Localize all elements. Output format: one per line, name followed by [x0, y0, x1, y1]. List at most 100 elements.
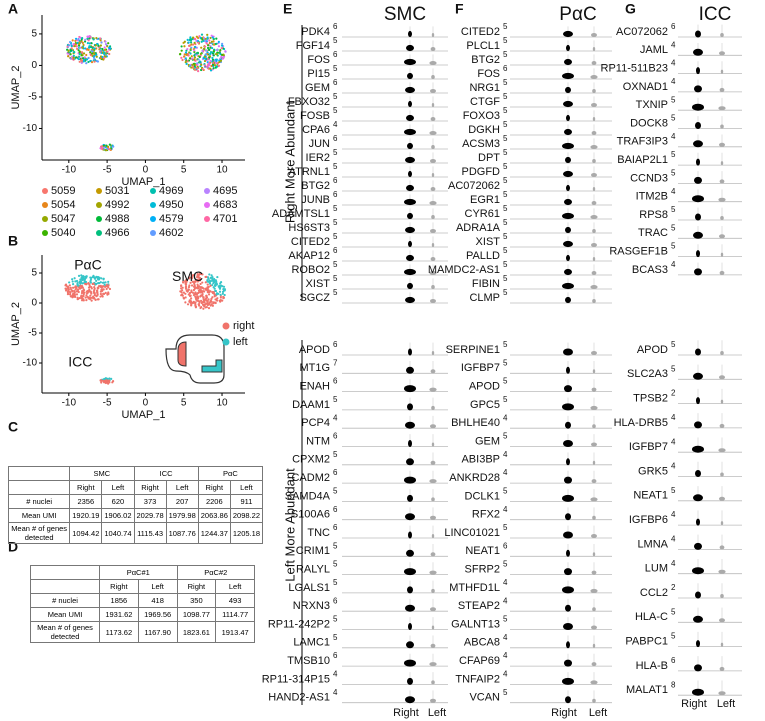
- scale-max-label: 5: [671, 95, 676, 104]
- gene-label: ROBO2: [291, 264, 330, 276]
- cell-point: [99, 44, 103, 47]
- gene-label: GEM: [305, 82, 330, 94]
- cell-point: [188, 291, 192, 295]
- cell-point: [201, 292, 204, 296]
- cell-point: [213, 295, 216, 298]
- violin-right: [563, 240, 573, 248]
- cell-point: [209, 52, 212, 55]
- cell-point: [77, 284, 80, 287]
- cell-point: [73, 45, 76, 48]
- violin-left: [719, 87, 725, 92]
- panel-label: F: [455, 1, 464, 17]
- x-group-label: Left: [589, 707, 607, 719]
- cell-point: [74, 37, 78, 40]
- scale-max-label: 4: [503, 468, 508, 477]
- table-cell: 2029.78: [133, 508, 167, 523]
- cell-point: [79, 36, 82, 39]
- cell-point: [101, 145, 104, 148]
- cell-point: [76, 288, 80, 291]
- cell-point: [194, 306, 198, 309]
- gene-label: RALYL: [296, 564, 330, 576]
- gene-label: MTHFD1L: [449, 582, 500, 594]
- panel-title: SMC: [384, 4, 426, 25]
- cell-point: [76, 297, 80, 301]
- scale-max-label: 5: [333, 162, 338, 171]
- cell-point: [71, 280, 74, 283]
- table-cell: SMC: [69, 466, 135, 481]
- cell-point: [191, 43, 195, 46]
- y-tick-label: 0: [31, 60, 37, 71]
- gene-label: PDGFD: [462, 166, 501, 178]
- cell-point: [81, 41, 84, 44]
- scale-max-label: 5: [503, 106, 508, 115]
- cell-point: [209, 299, 212, 302]
- cell-point: [95, 55, 98, 58]
- gene-label: FIBIN: [472, 278, 500, 290]
- violin-left: [431, 75, 435, 79]
- cell-point: [186, 38, 189, 41]
- violin-right: [566, 366, 570, 374]
- gene-label: ITM2B: [636, 191, 668, 203]
- violin-right: [405, 296, 415, 304]
- panel-title: ICC: [699, 4, 732, 25]
- cell-point: [204, 306, 207, 309]
- cell-point: [200, 306, 203, 309]
- gene-label: AC072062: [616, 26, 668, 38]
- scale-max-label: 4: [503, 505, 508, 514]
- cell-point: [68, 281, 71, 284]
- cell-point: [193, 284, 196, 287]
- cell-point: [221, 292, 224, 295]
- scale-max-label: 5: [503, 688, 508, 697]
- cell-point: [91, 52, 94, 55]
- cell-point: [204, 287, 207, 290]
- violin-right: [404, 128, 416, 136]
- cell-point: [207, 289, 210, 292]
- violin-right: [693, 615, 703, 623]
- cell-point: [199, 288, 202, 291]
- violin-right: [562, 72, 574, 80]
- scale-max-label: 5: [503, 92, 508, 101]
- x-tick-label: 10: [216, 398, 228, 409]
- cell-point: [85, 292, 89, 295]
- cell-point: [82, 291, 85, 294]
- panel-label: C: [8, 419, 18, 435]
- violin-left: [720, 216, 724, 220]
- violin-right: [694, 664, 702, 672]
- scale-max-label: 4: [333, 670, 338, 679]
- scale-max-label: 5: [503, 358, 508, 367]
- cell-point: [99, 147, 102, 150]
- scale-max-label: 5: [503, 120, 508, 129]
- table-cell: Left: [137, 579, 178, 594]
- cell-point: [191, 63, 194, 66]
- gene-label: EGR1: [470, 194, 500, 206]
- cell-point: [197, 41, 200, 44]
- violin-left: [430, 299, 436, 303]
- gene-label: CPA6: [302, 124, 330, 136]
- violin-left: [720, 33, 724, 37]
- table-cell: Mean UMI: [30, 607, 100, 622]
- cell-point: [75, 287, 78, 290]
- gene-label: RASGEF1B: [609, 246, 668, 258]
- cell-point: [67, 55, 70, 58]
- cell-point: [182, 291, 185, 294]
- gene-label: BTG2: [301, 180, 330, 192]
- violin-left: [720, 521, 724, 526]
- scale-max-label: 5: [333, 615, 338, 624]
- violin-right: [696, 67, 700, 75]
- violin-left: [719, 666, 725, 671]
- violin-right: [408, 100, 412, 108]
- scale-max-label: 5: [333, 148, 338, 157]
- y-tick-label: -10: [23, 123, 38, 134]
- gene-label: ENAH: [299, 381, 330, 393]
- gene-label: XIST: [476, 236, 501, 248]
- cell-point: [90, 42, 93, 45]
- cell-point: [69, 286, 72, 290]
- cell-point: [87, 286, 91, 289]
- cell-point: [210, 297, 213, 300]
- cell-point: [212, 302, 215, 305]
- table-cell: 1205.18: [229, 522, 264, 544]
- violin-left: [719, 142, 725, 147]
- gene-label: PCP4: [301, 417, 330, 429]
- gene-label: CLMP: [469, 292, 500, 304]
- table-row: Right Left Right Left: [30, 579, 255, 594]
